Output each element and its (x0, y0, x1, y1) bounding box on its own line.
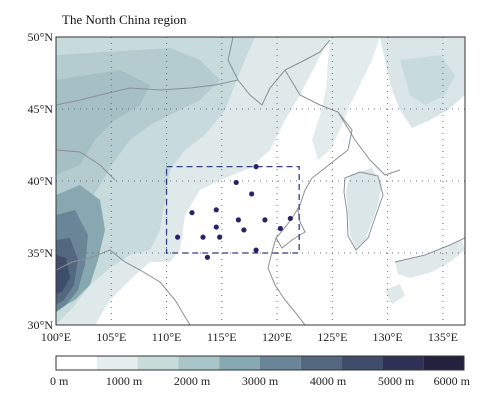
latitude-tick-label: 45°N (28, 102, 54, 116)
colorbar-segment (423, 356, 464, 370)
map-frame (55, 36, 466, 326)
station-point (287, 215, 293, 222)
map-title: The North China region (62, 12, 187, 27)
longitude-tick-label: 105°E (96, 330, 126, 344)
station-point (253, 164, 259, 170)
latitude-tick-label: 40°N (28, 174, 54, 188)
station-point (253, 247, 259, 253)
colorbar-label: 4000 m (310, 374, 347, 388)
station-point (174, 234, 181, 240)
longitude-tick-label: 135°E (428, 330, 458, 344)
colorbar-segment (56, 356, 97, 370)
colorbar-label: 5000 m (378, 374, 415, 388)
station-point (241, 227, 247, 233)
colorbar-label: 1000 m (106, 374, 143, 388)
station-point (249, 191, 255, 197)
longitude-tick-label: 120°E (262, 330, 292, 344)
latitude-tick-label: 30°N (28, 318, 54, 332)
coastlines-borders (56, 37, 465, 325)
longitude-labels: 100°E 105°E 110°E 115°E 120°E 125°E 130°E 135°E (41, 330, 458, 344)
colorbar-label: 0 m (50, 374, 69, 388)
station-point (217, 234, 223, 240)
station-point (233, 179, 239, 186)
station-point (213, 207, 219, 213)
longitude-tick-label: 130°E (373, 330, 403, 344)
colorbar-segment (219, 356, 260, 370)
colorbar-segment (300, 356, 342, 370)
station-point (213, 224, 219, 230)
station-point (235, 217, 241, 223)
colorbar-label: 6000 m (434, 374, 471, 388)
longitude-tick-label: 125°E (317, 330, 347, 344)
station-point (189, 210, 195, 216)
station-point (204, 254, 211, 260)
longitude-tick-label: 100°E (41, 330, 71, 344)
map-panel (56, 37, 465, 325)
colorbar-label: 2000 m (174, 374, 211, 388)
north-china-region-box (165, 165, 300, 254)
colorbar-frame (55, 355, 465, 371)
longitude-tick-label: 110°E (152, 330, 182, 344)
colorbar-label: 3000 m (242, 374, 279, 388)
elevation-colorbar (55, 355, 465, 371)
terrain-shading (56, 37, 465, 325)
latitude-tick-label: 50°N (28, 30, 54, 44)
colorbar-segment (341, 356, 383, 370)
station-point (262, 217, 268, 223)
station-points (174, 164, 293, 260)
station-point (200, 234, 206, 240)
colorbar-segment (96, 356, 138, 370)
colorbar-segment (260, 356, 301, 370)
colorbar-segment (178, 356, 220, 370)
colorbar-labels: 0 m 1000 m 2000 m 3000 m 4000 m 5000 m 6000 m (50, 374, 471, 388)
station-point (277, 225, 283, 232)
graticule (56, 37, 465, 325)
colorbar-segment (382, 356, 424, 370)
colorbar-segment (137, 356, 179, 370)
latitude-tick-label: 35°N (28, 246, 54, 260)
longitude-tick-label: 115°E (207, 330, 237, 344)
latitude-labels: 50°N 45°N 40°N 35°N 30°N (28, 30, 54, 332)
